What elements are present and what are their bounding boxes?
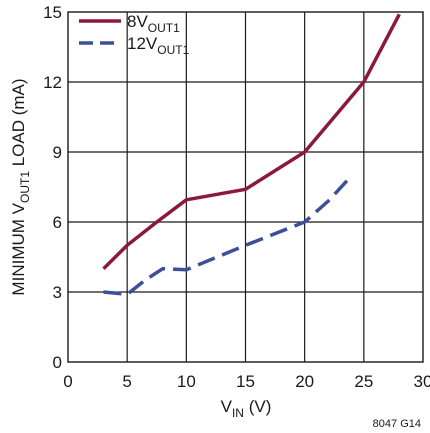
x-tick-labels: 0 5 10 15 20 25 30 bbox=[63, 372, 430, 391]
y-tick-label: 3 bbox=[53, 283, 62, 302]
x-tick-label: 30 bbox=[414, 372, 430, 391]
y-tick-label: 15 bbox=[43, 3, 62, 22]
y-tick-label: 9 bbox=[53, 143, 62, 162]
y-tick-labels: 0 3 6 9 12 15 bbox=[43, 3, 62, 372]
legend: 8VOUT1 12VOUT1 bbox=[79, 12, 190, 57]
x-tick-label: 25 bbox=[354, 372, 373, 391]
y-tick-label: 12 bbox=[43, 73, 62, 92]
figure-code: 8047 G14 bbox=[373, 418, 421, 430]
x-axis-label: VIN (V) bbox=[221, 397, 272, 420]
x-tick-label: 15 bbox=[236, 372, 255, 391]
series-line-2 bbox=[103, 174, 354, 297]
x-tick-label: 10 bbox=[177, 372, 196, 391]
y-tick-label: 0 bbox=[53, 353, 62, 372]
x-tick-label: 0 bbox=[63, 372, 72, 391]
grid bbox=[68, 12, 423, 362]
legend-label-series-2: 12VOUT1 bbox=[127, 34, 190, 57]
series-lines bbox=[102, 13, 401, 297]
x-tick-label: 20 bbox=[295, 372, 314, 391]
legend-label-series-1: 8VOUT1 bbox=[127, 12, 180, 35]
x-tick-label: 5 bbox=[122, 372, 131, 391]
series-line-1 bbox=[102, 13, 401, 270]
y-axis-label: MINIMUM VOUT1 LOAD (mA) bbox=[9, 78, 32, 295]
y-tick-label: 6 bbox=[53, 213, 62, 232]
plot-frame bbox=[67, 11, 424, 363]
